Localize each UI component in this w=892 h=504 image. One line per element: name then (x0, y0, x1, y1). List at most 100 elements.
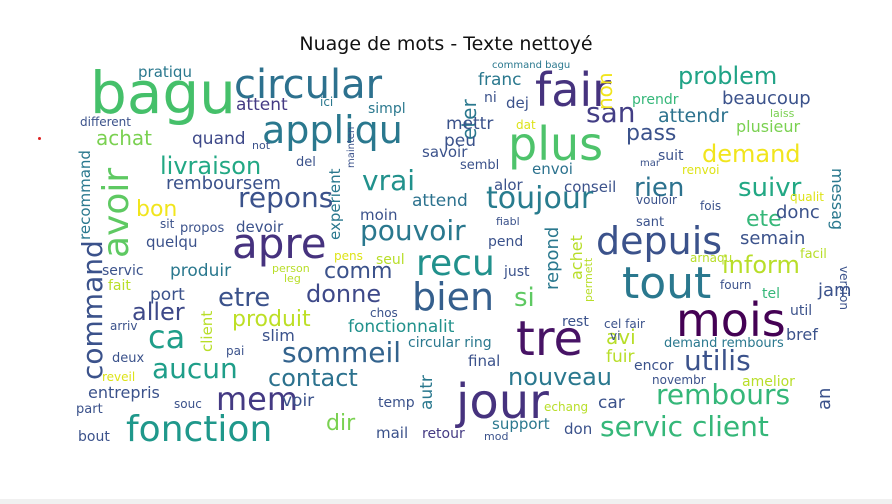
red-dot-marker (38, 137, 41, 140)
word-chos: chos (370, 306, 398, 320)
word-suivr: suivr (738, 173, 802, 203)
word-fonctionnalit: fonctionnalit (348, 317, 455, 337)
word-donne: donne (306, 280, 381, 308)
word-propos: propos (180, 221, 224, 236)
word-attent: attent (236, 95, 288, 115)
word-del: del (296, 155, 316, 170)
word-servic: servic (102, 263, 144, 279)
word-fair: fair (535, 63, 611, 117)
word-quelqu: quelqu (146, 233, 197, 251)
word-temp: temp (378, 395, 415, 411)
bottom-strip (0, 499, 892, 504)
word-recu: recu (416, 243, 495, 284)
word-mainten: mainten (346, 127, 357, 168)
word-livraison: livraison (160, 152, 261, 180)
word-fait: fait (108, 278, 131, 294)
word-donc: donc (776, 202, 820, 223)
word-final: final (468, 352, 500, 370)
chart-title: Nuage de mots - Texte nettoyé (299, 33, 593, 55)
word-pratiqu: pratiqu (138, 63, 192, 81)
word-fois: fois (700, 199, 721, 213)
word-problem: problem (678, 62, 777, 90)
word-semain: semain (740, 228, 805, 249)
word-peu: peu (444, 131, 476, 151)
word-mail: mail (376, 424, 408, 442)
word-sit: sit (160, 217, 175, 231)
word-dej: dej (506, 94, 529, 112)
word-renvoi: renvoi (682, 163, 719, 177)
word-seul: seul (376, 252, 405, 268)
word-fonction: fonction (126, 409, 272, 450)
word-simpl: simpl (368, 101, 406, 117)
word-comm: comm (324, 259, 392, 284)
word-echang: echang (544, 400, 588, 414)
word-part: part (76, 402, 103, 417)
word-bien: bien (412, 275, 494, 319)
word-repond: repond (542, 227, 563, 290)
word-qualit: qualit (790, 190, 824, 204)
word-moin: moin (360, 206, 397, 224)
word-fuir: fuir (606, 347, 634, 367)
word-alor: alor (494, 176, 524, 194)
word-an: an (814, 388, 835, 410)
word-circular-ring: circular ring (408, 335, 492, 351)
word-aucun: aucun (152, 352, 238, 385)
word-don: don (564, 420, 592, 438)
word-rembours: rembours (656, 378, 790, 411)
word-etre: etre (218, 283, 270, 313)
word-dir: dir (326, 411, 356, 436)
word-avi: avi (606, 325, 636, 349)
word-experient: experient (326, 168, 344, 240)
word-different: different (80, 115, 131, 129)
word-san: san (586, 96, 636, 129)
word-souc: souc (174, 397, 202, 411)
word-produit: produit (232, 307, 311, 332)
word-pens: pens (334, 249, 363, 263)
word-tout: tout (622, 258, 711, 309)
word-recommand: recommand (76, 150, 94, 240)
word-toujour: toujour (486, 181, 594, 216)
word-aller: aller (132, 298, 185, 326)
word-bagu: bagu (90, 59, 236, 127)
word-attend: attend (412, 191, 468, 211)
word-eter: eter (457, 99, 481, 140)
word-si: si (514, 283, 535, 313)
word-mettr: mettr (446, 114, 493, 134)
word-command-bagu: command bagu (492, 60, 570, 71)
word-bref: bref (786, 325, 818, 344)
word-devoir: devoir (236, 218, 284, 236)
word-appliqu: appliqu (262, 108, 403, 152)
word-version: version (837, 266, 851, 310)
word-pouvoir: pouvoir (360, 214, 466, 247)
word-messag: messag (828, 168, 847, 230)
word-envoi: envoi (532, 160, 573, 178)
word-suit: suit (658, 148, 684, 164)
word-reveil: reveil (102, 370, 135, 384)
word-jam: jam (817, 280, 852, 301)
word-ici: ici (320, 95, 333, 109)
word-utilis: utilis (684, 344, 751, 377)
word-franc: franc (478, 70, 522, 90)
word-autr: autr (417, 375, 437, 410)
word-circular: circular (234, 62, 383, 108)
word-apre: apre (232, 219, 327, 268)
word-bon: bon (136, 197, 177, 222)
word-ni: ni (484, 90, 497, 106)
word-mois: mois (676, 293, 786, 347)
word-avoir: avoir (96, 168, 137, 258)
word-facil: facil (800, 247, 827, 262)
word-slim: slim (262, 326, 295, 345)
word-ca: ca (148, 318, 185, 356)
word-mar: mar (640, 158, 661, 169)
word-retour: retour (422, 426, 465, 442)
word-inform: inform (722, 251, 800, 279)
word-port: port (150, 285, 185, 305)
word-savoir: savoir (422, 143, 468, 161)
word-conseil: conseil (564, 178, 616, 196)
word-achat: achat (96, 126, 152, 150)
word-dat: dat (516, 118, 536, 132)
word-client: client (198, 311, 216, 352)
word-bout: bout (78, 429, 110, 445)
word-ete: ete (746, 207, 782, 232)
